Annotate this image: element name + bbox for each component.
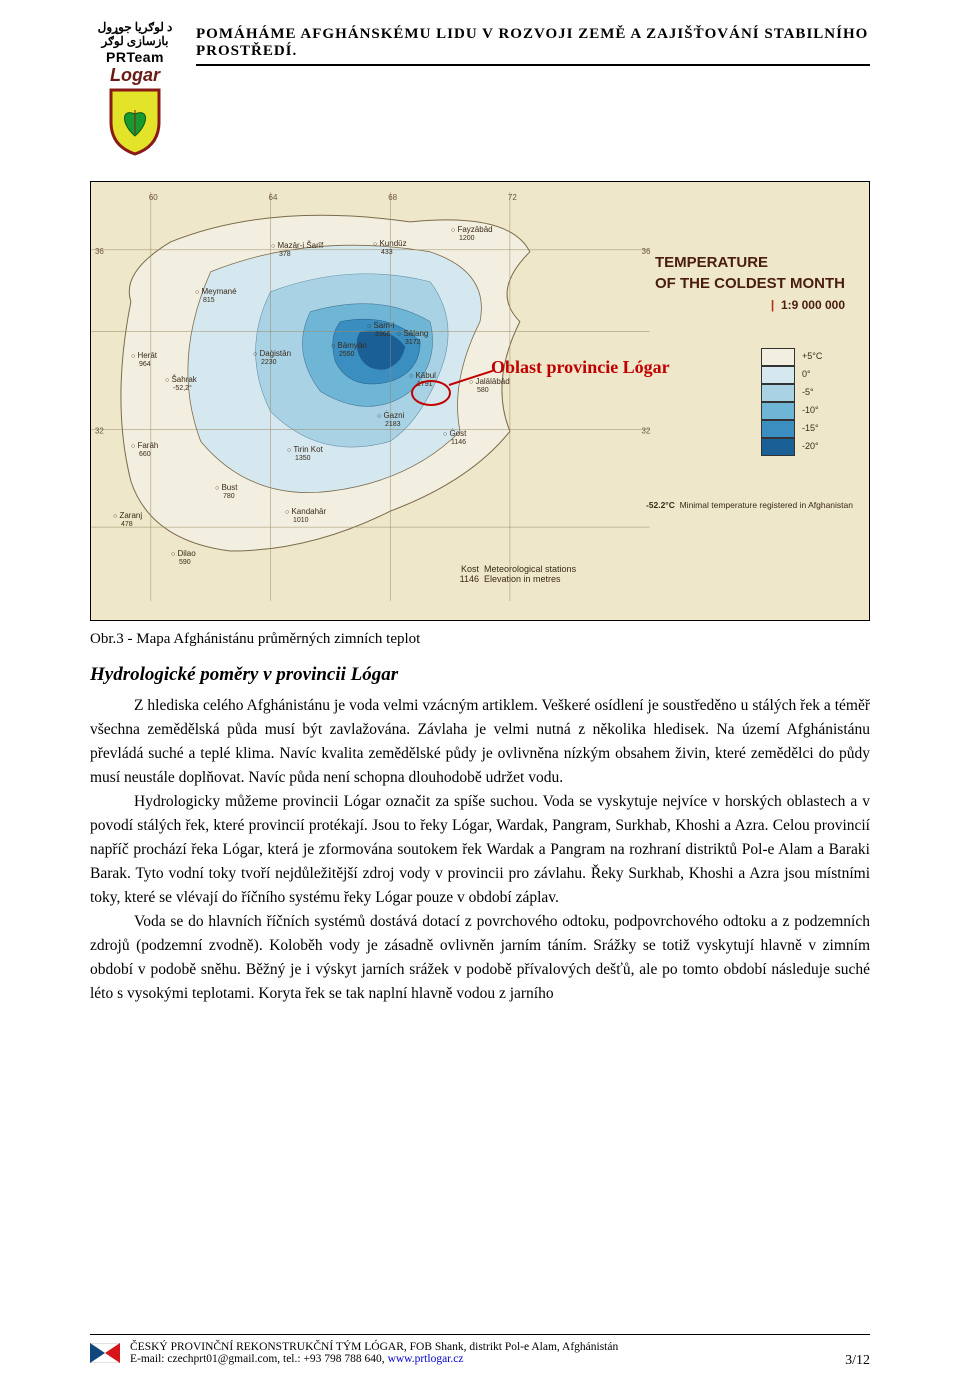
footer-link[interactable]: www.prtlogar.cz (388, 1353, 464, 1365)
section-heading: Hydrologické poměry v provincii Lógar (90, 664, 870, 686)
legend-swatch: -5° (761, 384, 795, 402)
map-city-label: ○ Sam-i3366 (367, 322, 394, 338)
map-city-label: ○ Kandahār1010 (285, 508, 326, 524)
map-city-label: ○ Meymané815 (195, 288, 237, 304)
map-city-label: ○ Kundūz433 (373, 240, 407, 256)
legend-label: +5°C (802, 351, 822, 361)
region-annotation-label: Oblast provincie Lógar (491, 357, 670, 378)
header-tagline: POMÁHÁME AFGHÁNSKÉMU LIDU V ROZVOJI ZEMĚ… (196, 20, 870, 66)
svg-text:32: 32 (95, 426, 104, 435)
page-number: 3/12 (845, 1353, 870, 1369)
map-city-label: ○ Dilao590 (171, 550, 196, 566)
arabic-line-2: بازسازی لوګر (90, 34, 180, 48)
region-annotation-circle (411, 380, 451, 406)
legend-label: -10° (802, 405, 819, 415)
footer-line-1: ČESKÝ PROVINČNÍ REKONSTRUKČNÍ TÝM LÓGAR,… (130, 1341, 870, 1353)
legend-swatch: -10° (761, 402, 795, 420)
svg-text:36: 36 (642, 247, 651, 256)
svg-text:32: 32 (642, 426, 651, 435)
paragraph-2: Hydrologicky můžeme provincii Lógar ozna… (90, 790, 870, 910)
legend-swatch: +5°C (761, 348, 795, 366)
page-footer: ČESKÝ PROVINČNÍ REKONSTRUKČNÍ TÝM LÓGAR,… (90, 1334, 870, 1365)
paragraph-1: Z hlediska celého Afghánistánu je voda v… (90, 694, 870, 790)
legend-label: -15° (802, 423, 819, 433)
map-svg: 36 36 32 32 60 64 68 72 (91, 182, 869, 621)
map-city-label: ○ Bāmyān2550 (331, 342, 367, 358)
legend-label: 0° (802, 369, 811, 379)
figure-map: 36 36 32 32 60 64 68 72 ○ Mazār-i Šarīf378 ○ … (90, 181, 870, 621)
brand-bottom: Logar (90, 65, 180, 86)
map-city-label: ○ Šahrak-52,2° (165, 376, 197, 392)
map-scale: | 1:9 000 000 (771, 298, 845, 312)
shield-icon (109, 88, 161, 156)
map-city-label: ○ Zaranj478 (113, 512, 142, 528)
flag-icon (90, 1343, 120, 1363)
map-city-label: ○ Tirin Kot1350 (287, 446, 323, 462)
map-city-label: ○ Sālang3172 (397, 330, 428, 346)
map-city-label: ○ Fayzābād1200 (451, 226, 493, 242)
min-temp-note: -52.2°C Minimal temperature registered i… (646, 500, 853, 510)
figure-caption: Obr.3 - Mapa Afghánistánu průměrných zim… (90, 631, 870, 648)
legend-swatch: -20° (761, 438, 795, 456)
map-city-label: ○ Bust780 (215, 484, 237, 500)
paragraph-3: Voda se do hlavních říčních systémů dost… (90, 910, 870, 1006)
legend-swatch: 0° (761, 366, 795, 384)
logo-block: د لوګریا جوړول بازسازی لوګر PRTeam Logar (90, 20, 180, 161)
body-text: Z hlediska celého Afghánistánu je voda v… (90, 694, 870, 1006)
map-title-l1: TEMPERATURE (655, 254, 768, 271)
map-city-label: ○ Ġost1146 (443, 430, 466, 446)
map-title: TEMPERATURE OF THE COLDEST MONTH (655, 252, 845, 294)
footer-text: ČESKÝ PROVINČNÍ REKONSTRUKČNÍ TÝM LÓGAR,… (130, 1341, 870, 1365)
brand-top: PRTeam (90, 49, 180, 65)
arabic-line-1: د لوګریا جوړول (90, 20, 180, 34)
svg-text:36: 36 (95, 247, 104, 256)
legend-label: -5° (802, 387, 814, 397)
map-city-label: ○ Mazār-i Šarīf378 (271, 242, 323, 258)
svg-text:60: 60 (149, 193, 158, 202)
map-city-label: ○ Herāt964 (131, 352, 157, 368)
footer-line-2: E-mail: czechprt01@gmail.com, tel.: +93 … (130, 1353, 870, 1365)
map-city-label: ○ Ġazni2183 (377, 412, 404, 428)
svg-text:72: 72 (508, 193, 517, 202)
map-city-label: ○ Daġistān2230 (253, 350, 291, 366)
map-legend: +5°C0°-5°-10°-15°-20° (761, 348, 795, 456)
meteo-note: Kost Meteorological stations 1146 Elevat… (451, 564, 576, 584)
legend-swatch: -15° (761, 420, 795, 438)
map-city-label: ○ Jalālābād580 (469, 378, 510, 394)
legend-label: -20° (802, 441, 819, 451)
page-header: د لوګریا جوړول بازسازی لوګر PRTeam Logar… (90, 20, 870, 161)
map-title-l2: OF THE COLDEST MONTH (655, 275, 845, 292)
svg-text:64: 64 (269, 193, 278, 202)
map-city-label: ○ Farāh660 (131, 442, 158, 458)
svg-text:68: 68 (388, 193, 397, 202)
